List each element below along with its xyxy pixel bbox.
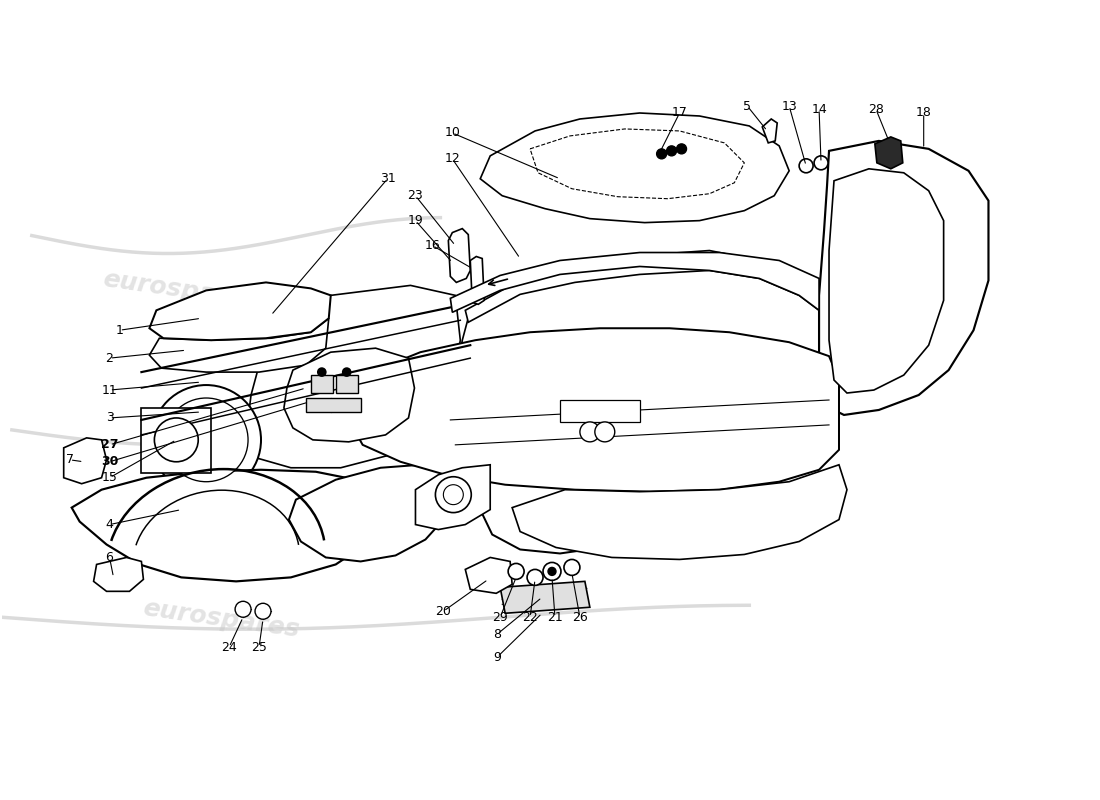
Polygon shape — [349, 328, 839, 492]
Circle shape — [799, 159, 813, 173]
Text: 20: 20 — [436, 605, 451, 618]
Text: eurospares: eurospares — [471, 404, 649, 456]
Polygon shape — [284, 348, 415, 442]
Text: 17: 17 — [672, 106, 688, 119]
Bar — [311, 375, 333, 393]
Text: 8: 8 — [493, 628, 502, 641]
Text: 28: 28 — [868, 102, 883, 115]
Polygon shape — [481, 113, 789, 222]
Polygon shape — [450, 253, 820, 312]
Text: 15: 15 — [101, 471, 118, 484]
Polygon shape — [530, 129, 745, 198]
Text: 13: 13 — [781, 99, 798, 113]
Circle shape — [548, 567, 556, 575]
Polygon shape — [289, 465, 452, 562]
Circle shape — [667, 146, 676, 156]
Polygon shape — [465, 558, 513, 594]
Circle shape — [152, 385, 261, 494]
Polygon shape — [500, 582, 590, 614]
Text: 22: 22 — [522, 610, 538, 624]
Polygon shape — [829, 169, 944, 393]
Text: 9: 9 — [493, 650, 502, 664]
Polygon shape — [150, 318, 329, 372]
Text: 30: 30 — [101, 455, 118, 468]
Circle shape — [564, 559, 580, 575]
Text: 6: 6 — [106, 551, 113, 564]
Text: 12: 12 — [444, 152, 460, 166]
Text: 10: 10 — [444, 126, 460, 139]
Circle shape — [255, 603, 271, 619]
Circle shape — [343, 368, 351, 376]
Text: 11: 11 — [101, 383, 118, 397]
Text: eurospares: eurospares — [101, 267, 261, 314]
Bar — [560, 400, 640, 422]
Circle shape — [443, 485, 463, 505]
Text: eurospares: eurospares — [141, 596, 301, 642]
Text: 1: 1 — [116, 324, 123, 337]
Bar — [336, 375, 358, 393]
Polygon shape — [446, 250, 820, 460]
Circle shape — [436, 477, 471, 513]
Text: 4: 4 — [106, 518, 113, 531]
Text: 16: 16 — [425, 239, 440, 252]
Text: 27: 27 — [101, 438, 119, 451]
Text: 5: 5 — [744, 99, 751, 113]
Polygon shape — [72, 470, 378, 582]
Circle shape — [676, 144, 686, 154]
Text: 29: 29 — [493, 610, 508, 624]
Text: 7: 7 — [66, 454, 74, 466]
Polygon shape — [820, 141, 989, 415]
Polygon shape — [874, 137, 903, 169]
Polygon shape — [416, 465, 491, 530]
Circle shape — [595, 422, 615, 442]
Text: 31: 31 — [379, 172, 395, 186]
Polygon shape — [762, 119, 778, 143]
Text: 21: 21 — [547, 610, 563, 624]
Text: 26: 26 — [572, 610, 587, 624]
Text: 19: 19 — [408, 214, 424, 227]
Text: 23: 23 — [408, 190, 424, 202]
Text: 14: 14 — [811, 102, 827, 115]
Polygon shape — [513, 465, 847, 559]
Circle shape — [318, 368, 326, 376]
Circle shape — [527, 570, 543, 586]
Circle shape — [580, 422, 600, 442]
Circle shape — [235, 602, 251, 618]
Circle shape — [508, 563, 524, 579]
Bar — [142, 408, 211, 473]
Text: 2: 2 — [106, 352, 113, 365]
Bar — [306, 398, 361, 412]
Text: 25: 25 — [251, 641, 267, 654]
Circle shape — [657, 149, 667, 159]
Circle shape — [164, 398, 249, 482]
Polygon shape — [471, 257, 484, 304]
Circle shape — [543, 562, 561, 580]
Text: 18: 18 — [916, 106, 932, 119]
Text: 24: 24 — [221, 641, 236, 654]
Circle shape — [814, 156, 828, 170]
Polygon shape — [64, 438, 107, 484]
Polygon shape — [246, 286, 460, 468]
Text: 3: 3 — [106, 411, 113, 425]
Polygon shape — [449, 229, 471, 282]
Polygon shape — [150, 282, 331, 340]
Polygon shape — [94, 558, 143, 591]
Circle shape — [154, 418, 198, 462]
Polygon shape — [465, 255, 820, 322]
Polygon shape — [481, 442, 674, 554]
